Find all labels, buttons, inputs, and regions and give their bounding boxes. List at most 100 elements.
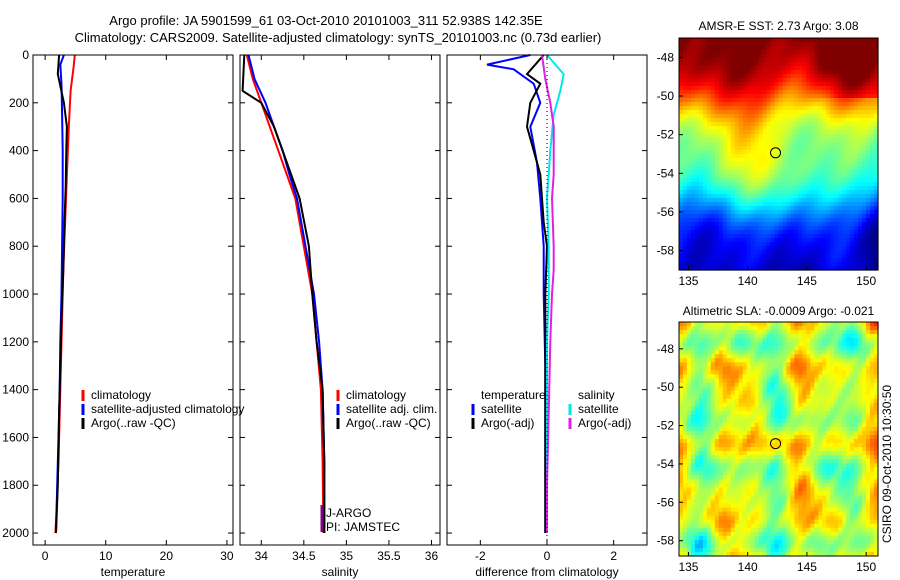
- map-cell: [790, 206, 796, 211]
- map-cell: [846, 150, 851, 155]
- map-cell: [730, 262, 736, 267]
- map-cell: [702, 475, 708, 480]
- map-cell: [774, 483, 780, 489]
- map-cell: [866, 142, 871, 147]
- map-cell: [762, 254, 768, 259]
- map-cell: [806, 418, 811, 424]
- map-cell: [742, 262, 748, 267]
- map-cell: [682, 523, 688, 529]
- map-cell: [679, 142, 684, 147]
- map-cell: [866, 90, 871, 95]
- argo-location-marker: [770, 147, 782, 159]
- map-cell: [754, 386, 760, 392]
- map-cell: [830, 234, 835, 239]
- map-cell: [702, 406, 708, 412]
- map-cell: [754, 130, 760, 135]
- map-cell: [734, 90, 740, 95]
- map-cell: [802, 86, 807, 91]
- map-cell: [786, 422, 792, 428]
- map-cell: [818, 186, 823, 191]
- map-cell: [738, 495, 744, 501]
- map-cell: [714, 334, 720, 339]
- map-cell: [682, 422, 688, 428]
- map-cell: [806, 491, 811, 497]
- map-cell: [782, 114, 788, 119]
- map-cell: [682, 94, 688, 99]
- map-cell: [838, 258, 843, 263]
- map-cell: [690, 447, 696, 452]
- map-cell: [750, 90, 756, 95]
- map-cell: [738, 410, 744, 416]
- map-cell: [794, 190, 799, 195]
- map-cell: [734, 370, 740, 376]
- map-cell: [842, 254, 847, 259]
- map-cell: [762, 322, 768, 327]
- map-cell: [679, 262, 684, 267]
- map-cell: [686, 78, 692, 83]
- map-cell: [766, 430, 772, 436]
- map-cell: [702, 322, 708, 327]
- map-cell: [702, 394, 708, 400]
- map-cell: [774, 158, 780, 163]
- map-cell: [854, 74, 859, 79]
- map-cell: [782, 154, 788, 159]
- map-cell: [718, 114, 724, 119]
- map-cell: [758, 350, 764, 355]
- map-cell: [734, 266, 740, 271]
- map-cell: [682, 418, 688, 424]
- map-cell: [870, 58, 875, 63]
- map-cell: [698, 42, 704, 47]
- map-cell: [698, 503, 704, 509]
- map-cell: [734, 254, 740, 259]
- map-cell: [686, 422, 692, 428]
- map-cell: [830, 190, 835, 195]
- map-cell: [718, 54, 724, 59]
- map-cell: [790, 62, 796, 67]
- map-cell: [734, 198, 740, 203]
- map-cell: [854, 186, 859, 191]
- map-cell: [782, 491, 788, 497]
- map-cell: [758, 414, 764, 420]
- map-cell: [698, 495, 704, 501]
- map-cell: [762, 70, 768, 75]
- map-cell: [679, 234, 684, 239]
- map-cell: [806, 38, 811, 43]
- map-cell: [758, 94, 764, 99]
- map-cell: [710, 134, 716, 139]
- map-cell: [798, 326, 803, 331]
- map-cell: [802, 178, 807, 183]
- map-cell: [850, 42, 855, 47]
- map-cell: [679, 214, 684, 219]
- map-cell: [718, 166, 724, 171]
- map-cell: [802, 394, 807, 400]
- map-cell: [790, 86, 796, 91]
- map-cell: [746, 166, 752, 171]
- map-cell: [694, 414, 700, 420]
- map-cell: [822, 218, 827, 223]
- map-cell: [782, 262, 788, 267]
- map-cell: [854, 230, 859, 235]
- map-cell: [694, 42, 700, 47]
- map-cell: [718, 150, 724, 155]
- map-cell: [698, 146, 704, 151]
- map-cell: [694, 422, 700, 428]
- map-cell: [842, 90, 847, 95]
- map-cell: [706, 483, 712, 489]
- map-cell: [798, 539, 803, 545]
- map-cell: [766, 443, 772, 448]
- map-cell: [722, 463, 728, 468]
- map-cell: [810, 206, 815, 211]
- map-cell: [770, 543, 776, 549]
- map-cell: [718, 386, 724, 392]
- map-cell: [746, 330, 752, 335]
- map-cell: [874, 158, 879, 163]
- map-cell: [710, 495, 716, 501]
- map-cell: [758, 114, 764, 119]
- map-cell: [698, 50, 704, 55]
- map-cell: [854, 206, 859, 211]
- map-cell: [758, 98, 764, 103]
- map-cell: [802, 134, 807, 139]
- map-cell: [722, 527, 728, 533]
- map-cell: [738, 42, 744, 47]
- map-cell: [766, 487, 772, 493]
